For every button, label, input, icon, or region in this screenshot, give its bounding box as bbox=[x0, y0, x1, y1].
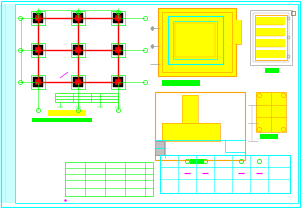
Bar bbox=[260, 134, 278, 139]
Bar bbox=[31, 11, 45, 25]
Bar bbox=[256, 50, 285, 58]
Bar bbox=[35, 47, 41, 53]
Bar bbox=[158, 8, 236, 76]
Bar bbox=[190, 159, 204, 164]
Bar bbox=[256, 92, 286, 132]
Bar bbox=[73, 13, 83, 23]
Bar bbox=[162, 80, 200, 86]
Bar bbox=[75, 79, 81, 85]
Bar bbox=[182, 95, 198, 123]
Bar bbox=[115, 15, 121, 21]
Bar bbox=[235, 20, 241, 44]
Bar bbox=[235, 20, 241, 44]
Bar bbox=[253, 13, 289, 62]
Bar bbox=[111, 75, 125, 89]
Bar bbox=[73, 77, 83, 87]
Bar bbox=[65, 162, 153, 196]
Bar bbox=[75, 15, 81, 21]
Bar bbox=[35, 79, 41, 85]
Bar bbox=[115, 79, 121, 85]
Bar bbox=[175, 23, 215, 57]
Bar bbox=[31, 75, 45, 89]
Bar bbox=[182, 95, 198, 123]
Bar bbox=[111, 43, 125, 57]
Bar bbox=[160, 155, 290, 193]
Bar bbox=[265, 68, 279, 73]
Bar bbox=[162, 12, 232, 72]
Bar bbox=[155, 141, 165, 156]
Bar bbox=[31, 43, 45, 57]
Bar bbox=[48, 110, 86, 116]
Bar bbox=[250, 10, 292, 65]
Bar bbox=[35, 15, 41, 21]
Bar bbox=[256, 39, 285, 47]
Bar bbox=[113, 77, 123, 87]
Bar bbox=[168, 16, 223, 64]
Bar bbox=[33, 13, 43, 23]
Bar bbox=[75, 47, 81, 53]
Bar bbox=[255, 15, 287, 60]
Bar bbox=[113, 45, 123, 55]
Bar bbox=[71, 11, 85, 25]
Bar bbox=[33, 45, 43, 55]
Bar bbox=[73, 45, 83, 55]
Bar bbox=[158, 8, 236, 76]
Bar bbox=[115, 47, 121, 53]
Bar bbox=[162, 123, 220, 141]
Bar bbox=[71, 75, 85, 89]
Bar bbox=[156, 142, 164, 155]
Bar bbox=[155, 92, 245, 160]
Bar bbox=[32, 118, 92, 122]
Bar bbox=[173, 21, 217, 59]
Bar bbox=[256, 28, 285, 36]
Bar bbox=[256, 92, 286, 132]
Bar bbox=[111, 11, 125, 25]
Bar bbox=[175, 23, 215, 57]
Bar bbox=[33, 77, 43, 87]
Bar bbox=[162, 123, 220, 141]
Bar bbox=[113, 13, 123, 23]
Bar bbox=[71, 43, 85, 57]
Bar bbox=[256, 17, 285, 25]
